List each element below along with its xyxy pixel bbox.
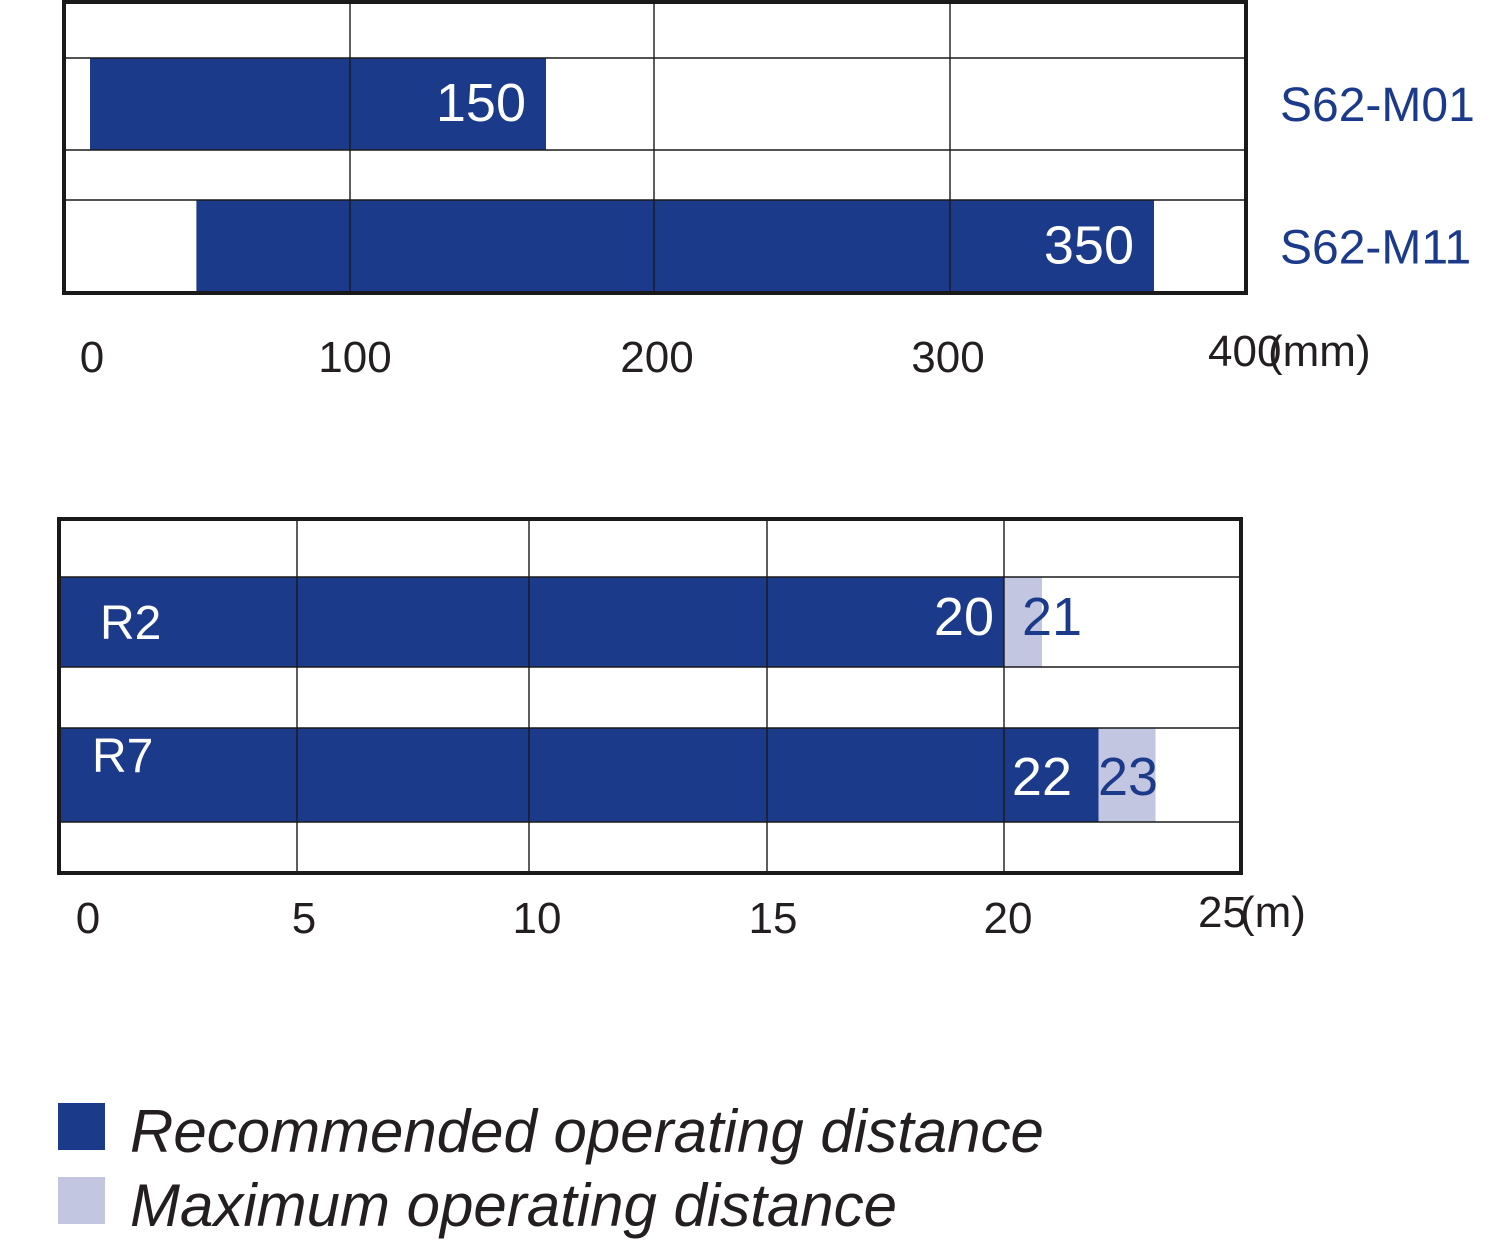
value-label-recommended-r7: 22 <box>1012 747 1072 807</box>
tick-label-0-400: 400 <box>1208 327 1281 376</box>
tick-label-1-15: 15 <box>749 894 798 943</box>
value-label-maximum-r7: 23 <box>1098 747 1158 807</box>
legend-swatch-maximum <box>58 1177 105 1224</box>
plot-frame <box>62 0 1248 295</box>
bar-name-r7: R7 <box>92 730 153 783</box>
tick-label-1-20: 20 <box>984 894 1033 943</box>
value-label-s62-m11: 350 <box>1044 216 1134 276</box>
legend-label-recommended: Recommended operating distance <box>130 1098 1044 1165</box>
tick-label-0-0: 0 <box>80 333 104 382</box>
bar-recommended-s62-m01 <box>90 58 546 150</box>
bar-name-r2: R2 <box>100 597 161 650</box>
tick-label-1-25: 25 <box>1198 888 1247 937</box>
bar-recommended-s62-m11 <box>196 200 1154 293</box>
tick-label-0-300: 300 <box>911 333 984 382</box>
value-label-s62-m01: 150 <box>436 73 526 133</box>
tick-label-0-200: 200 <box>620 333 693 382</box>
plot-frame <box>57 517 1243 875</box>
tick-label-1-10: 10 <box>513 894 562 943</box>
tick-label-1-5: 5 <box>292 894 316 943</box>
bar-maximum-r2 <box>1004 577 1042 667</box>
axis-unit-label-0: (mm) <box>1268 327 1371 376</box>
bar-recommended-r2 <box>59 577 1004 667</box>
bar-recommended-r7 <box>59 728 1099 822</box>
tick-label-0-100: 100 <box>318 333 391 382</box>
axis-unit-label-1: (m) <box>1240 888 1306 937</box>
legend-swatch-recommended <box>58 1103 105 1150</box>
value-label-recommended-r2: 20 <box>934 587 994 647</box>
bar-maximum-r7 <box>1098 728 1156 822</box>
tick-label-1-0: 0 <box>76 894 100 943</box>
value-label-maximum-r2: 21 <box>1022 587 1082 647</box>
legend-label-maximum: Maximum operating distance <box>130 1172 897 1239</box>
bar-name-s62-m01: S62-M01 <box>1280 79 1475 132</box>
bar-name-s62-m11: S62-M11 <box>1280 222 1471 275</box>
